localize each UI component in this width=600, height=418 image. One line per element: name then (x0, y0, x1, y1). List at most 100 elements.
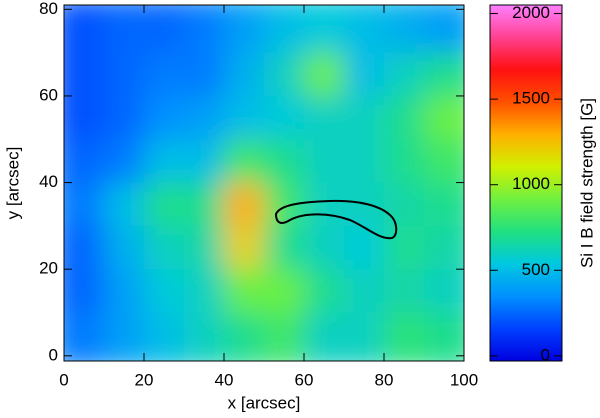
heatmap-cell (384, 95, 425, 140)
x-tick-label: 80 (375, 370, 394, 389)
heatmap-cell (384, 52, 425, 97)
heatmap-cell (264, 95, 305, 140)
heatmap-cell (64, 182, 105, 227)
heatmap-cell (384, 182, 425, 227)
heatmap-cell (224, 95, 265, 140)
heatmap-cell (424, 312, 464, 361)
heatmap-cell (184, 182, 225, 227)
heatmap-cell (64, 269, 105, 313)
colorbar-tick-label: 500 (522, 260, 550, 279)
colorbar-tick-label: 0 (541, 345, 550, 364)
colorbar (489, 4, 563, 362)
heatmap-cell (64, 5, 105, 54)
heatmap-cell (104, 182, 145, 227)
heatmap-cell (104, 269, 145, 313)
heatmap-cell (224, 182, 265, 227)
heatmap-cell (424, 5, 464, 54)
heatmap-cell (144, 312, 185, 361)
y-tick-label: 0 (49, 345, 58, 364)
heatmap-cell (344, 312, 385, 361)
heatmap-cell (64, 52, 105, 97)
heatmap-cell (304, 95, 345, 140)
heatmap-cell (144, 225, 185, 270)
heatmap-cell (104, 5, 145, 54)
heatmap-cell (424, 139, 464, 184)
x-tick-label: 0 (59, 370, 68, 389)
heatmap-cell (184, 269, 225, 313)
heatmap-cell (64, 139, 105, 184)
heatmap-cell (224, 5, 265, 54)
heatmap-cell (264, 139, 305, 184)
heatmap-cell (264, 52, 305, 97)
heatmap-cell (384, 225, 425, 270)
heatmap-cell (144, 139, 185, 184)
heatmap-cell (344, 139, 385, 184)
heatmap-cell (184, 52, 225, 97)
heatmap-cell (264, 225, 305, 270)
heatmap-cell (224, 225, 265, 270)
heatmap-cell (384, 5, 425, 54)
heatmap-cell (304, 269, 345, 313)
heatmap-cell (344, 5, 385, 54)
heatmap-cell (184, 139, 225, 184)
heatmap-cell (424, 182, 464, 227)
heatmap-cell (424, 269, 464, 313)
heatmap-cell (104, 52, 145, 97)
heatmap-cell (264, 5, 305, 54)
heatmap-cell (304, 5, 345, 54)
x-axis-label: x [arcsec] (228, 393, 301, 412)
heatmap-cell (104, 312, 145, 361)
heatmap-cell (184, 5, 225, 54)
heatmap-cell (144, 182, 185, 227)
x-tick-label: 20 (135, 370, 154, 389)
heatmap-cell (424, 225, 464, 270)
heatmap-cell (224, 269, 265, 313)
heatmap-cell (64, 312, 105, 361)
heatmap-cell (144, 52, 185, 97)
heatmap-cell (224, 139, 265, 184)
contour (274, 199, 398, 240)
heatmap-cell (344, 225, 385, 270)
heatmap-cell (304, 182, 345, 227)
x-tick-label: 100 (450, 370, 478, 389)
heatmap-cell (424, 52, 464, 97)
heatmap-cell (224, 52, 265, 97)
heatmap-cell (304, 312, 345, 361)
heatmap-cell (384, 139, 425, 184)
colorbar-label: Si I B field strength [G] (577, 98, 596, 268)
heatmap-cell (384, 312, 425, 361)
heatmap-cell (104, 225, 145, 270)
heatmap-cell (424, 95, 464, 140)
heatmap-cell (184, 95, 225, 140)
heatmap-cell (344, 182, 385, 227)
heatmap-cell (224, 312, 265, 361)
heatmap-cell (64, 95, 105, 140)
heatmap-cell (144, 95, 185, 140)
heatmap-cell (184, 312, 225, 361)
y-tick-label: 80 (39, 0, 58, 18)
x-tick-label: 60 (295, 370, 314, 389)
y-tick-label: 20 (39, 259, 58, 278)
y-tick-label: 60 (39, 85, 58, 104)
heatmap-cell (384, 269, 425, 313)
y-axis-label: y [arcsec] (3, 147, 22, 220)
heatmap-cells (64, 5, 464, 361)
colorbar-tick-label: 1000 (512, 174, 550, 193)
heatmap-cell (304, 225, 345, 270)
heatmap-cell (264, 312, 305, 361)
heatmap (64, 5, 464, 361)
colorbar-tick-label: 1500 (512, 89, 550, 108)
x-tick-label: 40 (215, 370, 234, 389)
heatmap-cell (184, 225, 225, 270)
heatmap-cell (344, 52, 385, 97)
heatmap-cell (304, 52, 345, 97)
heatmap-cell (344, 95, 385, 140)
heatmap-cell (104, 139, 145, 184)
y-tick-label: 40 (39, 172, 58, 191)
heatmap-cell (144, 269, 185, 313)
heatmap-cell (264, 269, 305, 313)
heatmap-cell (144, 5, 185, 54)
colorbar-tick-label: 2000 (512, 3, 550, 22)
heatmap-cell (64, 225, 105, 270)
